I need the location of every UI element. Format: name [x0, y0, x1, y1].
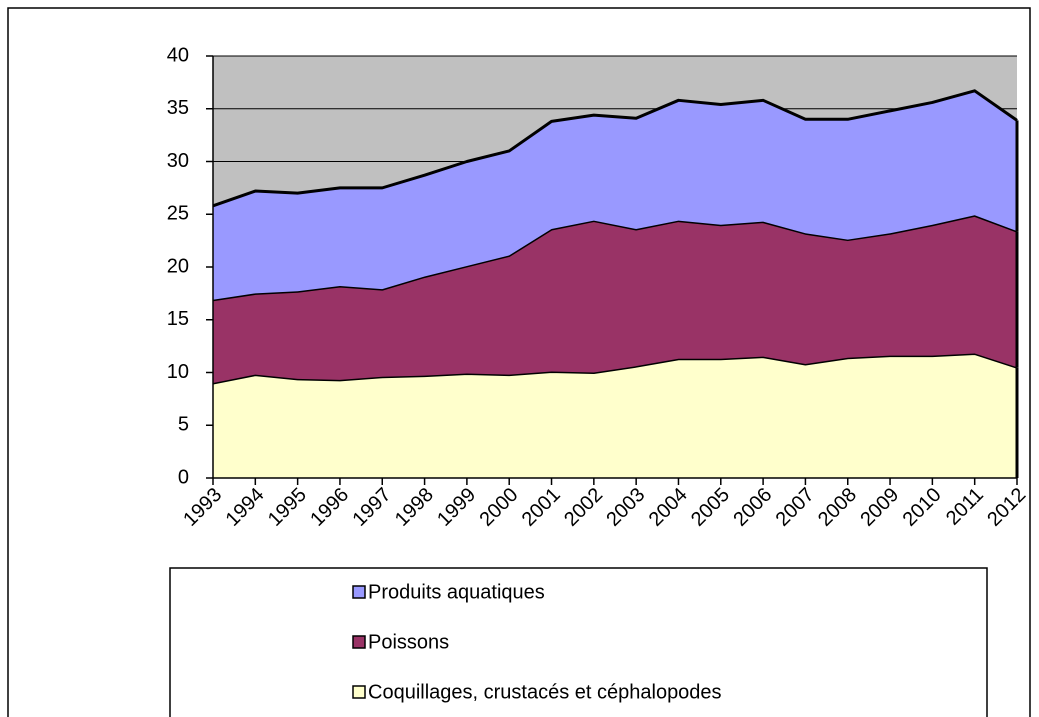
- y-tick-label: 25: [167, 203, 189, 225]
- y-tick-label: 40: [167, 44, 189, 66]
- legend-swatch: [352, 635, 366, 649]
- y-tick-label: 20: [167, 255, 189, 277]
- legend-swatch: [352, 585, 366, 599]
- legend-box: [169, 567, 988, 717]
- y-tick-label: 10: [167, 361, 189, 383]
- y-tick-label: 0: [178, 466, 189, 488]
- y-tick-label: 15: [167, 308, 189, 330]
- legend-label: Poissons: [368, 631, 449, 653]
- y-tick-label: 30: [167, 150, 189, 172]
- legend-label: Produits aquatiques: [368, 581, 545, 603]
- legend-swatch: [352, 685, 366, 699]
- legend-label: Coquillages, crustacés et céphalopodes: [368, 681, 722, 703]
- y-tick-label: 35: [167, 97, 189, 119]
- area: [213, 215, 1017, 384]
- y-tick-label: 5: [178, 414, 189, 436]
- area-edge: [212, 89, 1018, 208]
- area-edge: [212, 352, 1018, 385]
- area: [213, 353, 1017, 478]
- area: [213, 90, 1017, 300]
